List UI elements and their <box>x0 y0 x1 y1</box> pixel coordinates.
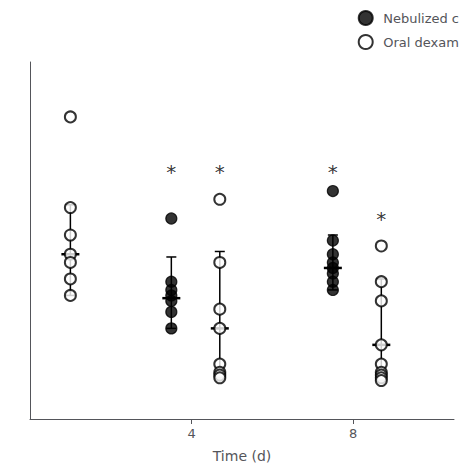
svg-text:Time (d): Time (d) <box>212 448 272 464</box>
svg-text:Oral dexam: Oral dexam <box>383 35 459 50</box>
svg-text:8: 8 <box>349 426 357 441</box>
svg-text:4: 4 <box>187 426 195 441</box>
svg-text:Nebulized c: Nebulized c <box>383 11 459 26</box>
svg-text:*: * <box>328 160 338 184</box>
svg-text:*: * <box>166 160 176 184</box>
svg-text:*: * <box>376 207 386 231</box>
svg-text:*: * <box>215 160 225 184</box>
